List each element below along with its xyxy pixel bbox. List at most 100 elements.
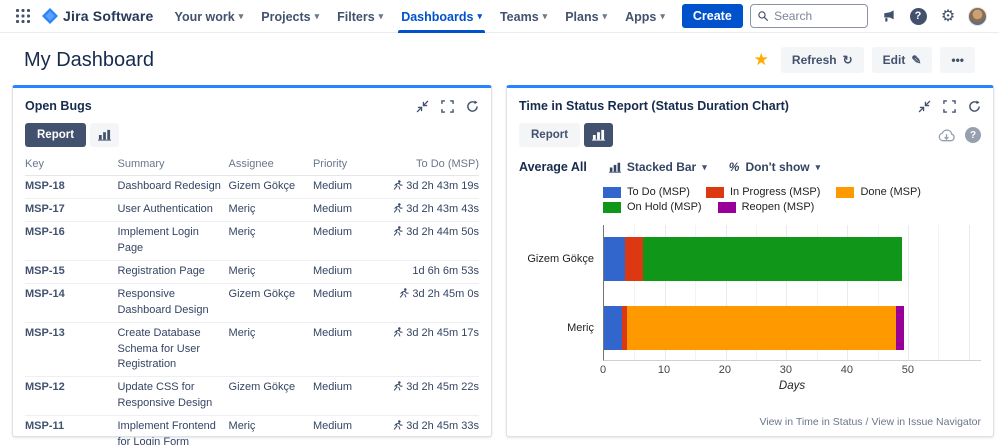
issue-key-link[interactable]: MSP-15	[25, 265, 65, 277]
time-in-status-header: Time in Status Report (Status Duration C…	[507, 88, 993, 115]
issue-summary: Update CSS for Responsive Design	[117, 377, 228, 416]
refresh-gadget-icon[interactable]	[968, 100, 981, 113]
chevron-down-icon: ▾	[379, 11, 384, 22]
refresh-button[interactable]: Refresh ↻	[781, 47, 864, 73]
issue-assignee: Meriç	[229, 416, 313, 445]
chart-controls: Average All Stacked Bar ▾ % Don't show ▾	[507, 153, 993, 176]
issue-key-link[interactable]: MSP-17	[25, 203, 65, 215]
legend-swatch	[718, 202, 736, 213]
maximize-icon[interactable]	[943, 100, 956, 113]
chevron-down-icon: ▾	[477, 11, 482, 22]
minimize-icon[interactable]	[918, 100, 931, 113]
gadget-tools: ?	[938, 127, 981, 143]
settings-icon[interactable]: ⚙	[938, 6, 958, 26]
chart-view-button[interactable]	[90, 123, 119, 147]
column-header: Summary	[117, 155, 228, 176]
stacked-bar[interactable]	[604, 237, 981, 281]
help-icon[interactable]: ?	[908, 6, 928, 26]
issue-key-link[interactable]: MSP-16	[25, 226, 65, 238]
average-all-label: Average All	[519, 160, 587, 174]
nav-item-label: Filters	[337, 10, 375, 24]
announcements-icon[interactable]	[878, 6, 898, 26]
table-row: MSP-12 Update CSS for Responsive DesignGi…	[25, 377, 479, 416]
jira-logo[interactable]: Jira Software	[38, 8, 162, 24]
refresh-icon: ↻	[843, 53, 853, 67]
issue-assignee: Gizem Gökçe	[229, 377, 313, 416]
nav-item-apps[interactable]: Apps▾	[616, 0, 674, 33]
column-header: To Do (MSP)	[393, 155, 479, 176]
status-duration-chart: To Do (MSP) In Progress (MSP) Done (MSP) On…	[507, 176, 993, 392]
chart-view-button[interactable]	[584, 123, 613, 147]
legend-item[interactable]: In Progress (MSP)	[706, 186, 820, 198]
stacked-bar[interactable]	[604, 306, 981, 350]
nav-item-plans[interactable]: Plans▾	[556, 0, 616, 33]
bar-segment[interactable]	[604, 306, 622, 350]
search-input[interactable]	[774, 9, 860, 23]
issue-key-link[interactable]: MSP-11	[25, 420, 64, 432]
nav-item-teams[interactable]: Teams▾	[491, 0, 556, 33]
report-view-button[interactable]: Report	[519, 123, 580, 147]
legend-item[interactable]: Reopen (MSP)	[718, 201, 815, 213]
x-tick-label: 10	[658, 364, 670, 376]
issue-key-link[interactable]: MSP-18	[25, 180, 65, 192]
maximize-icon[interactable]	[441, 100, 454, 113]
refresh-gadget-icon[interactable]	[466, 100, 479, 113]
nav-item-your-work[interactable]: Your work▾	[166, 0, 253, 33]
bar-chart-icon	[592, 129, 605, 141]
nav-item-filters[interactable]: Filters ▾	[328, 0, 392, 33]
table-row: MSP-18Dashboard RedesignGizem GökçeMediu…	[25, 176, 479, 199]
download-icon[interactable]	[938, 129, 955, 142]
legend-swatch	[706, 187, 724, 198]
issue-key-link[interactable]: MSP-12	[25, 381, 65, 393]
create-button[interactable]: Create	[682, 4, 743, 28]
issue-key-link[interactable]: MSP-14	[25, 288, 65, 300]
table-row: MSP-17User AuthenticationMeriçMedium3d 2…	[25, 198, 479, 221]
issue-summary: User Authentication	[117, 198, 228, 221]
bar-segment[interactable]	[604, 237, 625, 281]
legend-item[interactable]: On Hold (MSP)	[603, 201, 702, 213]
issue-key-link[interactable]: MSP-13	[25, 327, 65, 339]
favorite-star-icon[interactable]: ★	[754, 50, 769, 70]
footer-link[interactable]: View in Time in Status	[759, 416, 862, 428]
table-row: MSP-14Responsive Dashboard DesignGizem G…	[25, 283, 479, 322]
issue-priority: Medium	[313, 221, 393, 260]
bar-segment[interactable]	[627, 306, 896, 350]
bar-chart-icon	[609, 162, 621, 173]
runner-icon	[393, 203, 403, 213]
chevron-down-icon: ▾	[603, 11, 608, 22]
table-row: MSP-15Registration PageMeriçMedium1d 6h …	[25, 260, 479, 283]
report-view-button[interactable]: Report	[25, 123, 86, 147]
gadget-help-icon[interactable]: ?	[965, 127, 981, 143]
user-avatar[interactable]	[968, 7, 987, 26]
issue-todo-duration: 3d 2h 45m 17s	[393, 322, 479, 377]
chart-type-dropdown[interactable]: Stacked Bar ▾	[609, 160, 707, 174]
issue-priority: Medium	[313, 416, 393, 445]
issue-assignee: Gizem Gökçe	[229, 176, 313, 199]
chevron-down-icon: ▾	[702, 162, 707, 173]
percent-display-dropdown[interactable]: % Don't show ▾	[729, 160, 820, 174]
legend-label: In Progress (MSP)	[730, 186, 820, 198]
bar-segment[interactable]	[896, 306, 903, 350]
edit-button[interactable]: Edit ✎	[872, 47, 933, 73]
chevron-down-icon: ▾	[543, 11, 548, 22]
more-actions-button[interactable]: •••	[940, 47, 975, 73]
runner-icon	[393, 180, 403, 190]
app-switcher-icon[interactable]	[12, 5, 34, 27]
nav-item-label: Projects	[261, 10, 310, 24]
nav-item-projects[interactable]: Projects▾	[252, 0, 328, 33]
issue-priority: Medium	[313, 198, 393, 221]
issues-table: KeySummaryAssigneePriorityTo Do (MSP) MS…	[25, 155, 479, 445]
megaphone-icon	[881, 9, 896, 24]
dashboard-header: My Dashboard ★ Refresh ↻ Edit ✎ •••	[0, 33, 999, 85]
issue-assignee: Meriç	[229, 198, 313, 221]
footer-link[interactable]: View in Issue Navigator	[871, 416, 981, 428]
legend-item[interactable]: Done (MSP)	[836, 186, 921, 198]
bar-segment[interactable]	[643, 237, 902, 281]
legend-item[interactable]: To Do (MSP)	[603, 186, 690, 198]
search-box[interactable]	[750, 4, 868, 28]
table-row: MSP-13Create Database Schema for User Re…	[25, 322, 479, 377]
minimize-icon[interactable]	[416, 100, 429, 113]
nav-item-dashboards[interactable]: Dashboards▾	[392, 0, 491, 33]
bar-segment[interactable]	[625, 237, 643, 281]
category-label: Gizem Gökçe	[527, 253, 594, 265]
